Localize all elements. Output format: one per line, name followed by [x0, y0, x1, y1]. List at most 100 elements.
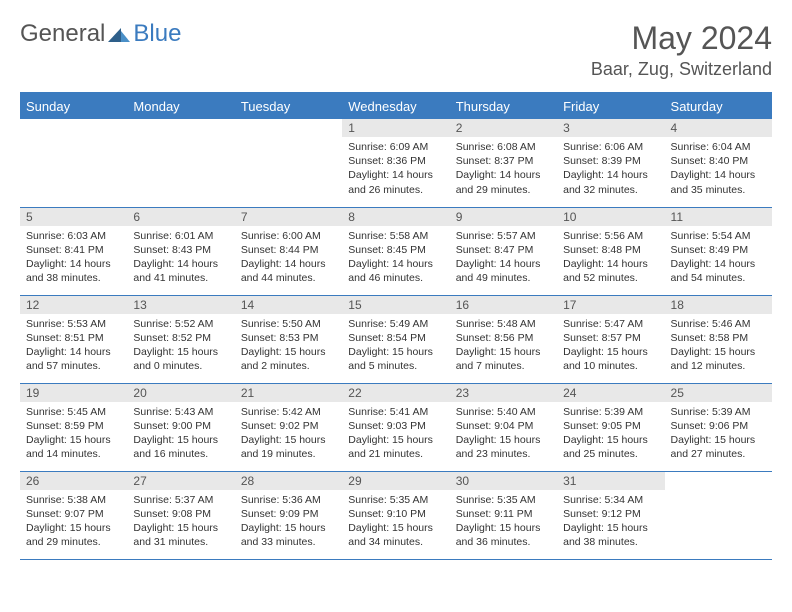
- daylight-text: Daylight: 15 hours and 36 minutes.: [456, 521, 551, 549]
- day-info: Sunrise: 5:49 AMSunset: 8:54 PMDaylight:…: [342, 314, 449, 378]
- daylight-text: Daylight: 14 hours and 52 minutes.: [563, 257, 658, 285]
- day-number: 5: [20, 208, 127, 226]
- day-number: 10: [557, 208, 664, 226]
- day-info: Sunrise: 5:39 AMSunset: 9:06 PMDaylight:…: [665, 402, 772, 466]
- day-info: Sunrise: 6:09 AMSunset: 8:36 PMDaylight:…: [342, 137, 449, 201]
- weekday-header: Thursday: [450, 93, 557, 119]
- calendar-day-cell: [20, 119, 127, 207]
- location-text: Baar, Zug, Switzerland: [591, 59, 772, 80]
- calendar-day-cell: 12Sunrise: 5:53 AMSunset: 8:51 PMDayligh…: [20, 295, 127, 383]
- sunrise-text: Sunrise: 6:09 AM: [348, 140, 443, 154]
- day-number: 27: [127, 472, 234, 490]
- calendar-body: 1Sunrise: 6:09 AMSunset: 8:36 PMDaylight…: [20, 119, 772, 559]
- sunset-text: Sunset: 9:08 PM: [133, 507, 228, 521]
- sunrise-text: Sunrise: 5:35 AM: [456, 493, 551, 507]
- day-number: 19: [20, 384, 127, 402]
- sunset-text: Sunset: 8:59 PM: [26, 419, 121, 433]
- day-number: 7: [235, 208, 342, 226]
- sunrise-text: Sunrise: 5:53 AM: [26, 317, 121, 331]
- calendar-day-cell: 13Sunrise: 5:52 AMSunset: 8:52 PMDayligh…: [127, 295, 234, 383]
- calendar-day-cell: 1Sunrise: 6:09 AMSunset: 8:36 PMDaylight…: [342, 119, 449, 207]
- day-info: Sunrise: 6:01 AMSunset: 8:43 PMDaylight:…: [127, 226, 234, 290]
- daylight-text: Daylight: 15 hours and 27 minutes.: [671, 433, 766, 461]
- sunrise-text: Sunrise: 5:58 AM: [348, 229, 443, 243]
- day-info: Sunrise: 5:34 AMSunset: 9:12 PMDaylight:…: [557, 490, 664, 554]
- weekday-header: Monday: [127, 93, 234, 119]
- day-number: 4: [665, 119, 772, 137]
- day-info: Sunrise: 5:40 AMSunset: 9:04 PMDaylight:…: [450, 402, 557, 466]
- sunset-text: Sunset: 9:05 PM: [563, 419, 658, 433]
- logo-text-general: General: [20, 20, 105, 48]
- calendar-day-cell: 30 Sunrise: 5:35 AMSunset: 9:11 PMDayligh…: [450, 471, 557, 559]
- day-info: Sunrise: 5:43 AMSunset: 9:00 PMDaylight:…: [127, 402, 234, 466]
- sunrise-text: Sunrise: 5:39 AM: [671, 405, 766, 419]
- calendar-day-cell: 3Sunrise: 6:06 AMSunset: 8:39 PMDaylight…: [557, 119, 664, 207]
- calendar-day-cell: 21Sunrise: 5:42 AMSunset: 9:02 PMDayligh…: [235, 383, 342, 471]
- sunrise-text: Sunrise: 5:39 AM: [563, 405, 658, 419]
- daylight-text: Daylight: 14 hours and 26 minutes.: [348, 168, 443, 196]
- day-info: Sunrise: 6:08 AMSunset: 8:37 PMDaylight:…: [450, 137, 557, 201]
- logo-mark-icon: [107, 25, 131, 43]
- sunset-text: Sunset: 9:06 PM: [671, 419, 766, 433]
- daylight-text: Daylight: 14 hours and 32 minutes.: [563, 168, 658, 196]
- calendar-day-cell: 18Sunrise: 5:46 AMSunset: 8:58 PMDayligh…: [665, 295, 772, 383]
- daylight-text: Daylight: 14 hours and 41 minutes.: [133, 257, 228, 285]
- weekday-header-row: Sunday Monday Tuesday Wednesday Thursday…: [20, 93, 772, 119]
- daylight-text: Daylight: 15 hours and 14 minutes.: [26, 433, 121, 461]
- sunrise-text: Sunrise: 5:57 AM: [456, 229, 551, 243]
- calendar-day-cell: 29Sunrise: 5:35 AMSunset: 9:10 PMDayligh…: [342, 471, 449, 559]
- calendar-day-cell: 2Sunrise: 6:08 AMSunset: 8:37 PMDaylight…: [450, 119, 557, 207]
- calendar-week-row: 26Sunrise: 5:38 AMSunset: 9:07 PMDayligh…: [20, 471, 772, 559]
- sunset-text: Sunset: 8:53 PM: [241, 331, 336, 345]
- sunrise-text: Sunrise: 5:48 AM: [456, 317, 551, 331]
- sunrise-text: Sunrise: 6:00 AM: [241, 229, 336, 243]
- sunrise-text: Sunrise: 5:43 AM: [133, 405, 228, 419]
- calendar-day-cell: 26Sunrise: 5:38 AMSunset: 9:07 PMDayligh…: [20, 471, 127, 559]
- day-info: Sunrise: 5:53 AMSunset: 8:51 PMDaylight:…: [20, 314, 127, 378]
- day-info: Sunrise: 5:36 AMSunset: 9:09 PMDaylight:…: [235, 490, 342, 554]
- daylight-text: Daylight: 15 hours and 16 minutes.: [133, 433, 228, 461]
- sunrise-text: Sunrise: 5:34 AM: [563, 493, 658, 507]
- daylight-text: Daylight: 15 hours and 31 minutes.: [133, 521, 228, 549]
- day-number: 11: [665, 208, 772, 226]
- sunset-text: Sunset: 9:02 PM: [241, 419, 336, 433]
- calendar-day-cell: 28Sunrise: 5:36 AMSunset: 9:09 PMDayligh…: [235, 471, 342, 559]
- daylight-text: Daylight: 15 hours and 7 minutes.: [456, 345, 551, 373]
- day-number: 1: [342, 119, 449, 137]
- sunrise-text: Sunrise: 5:47 AM: [563, 317, 658, 331]
- sunset-text: Sunset: 8:49 PM: [671, 243, 766, 257]
- sunset-text: Sunset: 8:43 PM: [133, 243, 228, 257]
- calendar-day-cell: 6Sunrise: 6:01 AMSunset: 8:43 PMDaylight…: [127, 207, 234, 295]
- day-info: Sunrise: 5:58 AMSunset: 8:45 PMDaylight:…: [342, 226, 449, 290]
- sunrise-text: Sunrise: 5:36 AM: [241, 493, 336, 507]
- daylight-text: Daylight: 14 hours and 29 minutes.: [456, 168, 551, 196]
- sunrise-text: Sunrise: 5:35 AM: [348, 493, 443, 507]
- weekday-header: Sunday: [20, 93, 127, 119]
- calendar-table: Sunday Monday Tuesday Wednesday Thursday…: [20, 92, 772, 560]
- daylight-text: Daylight: 15 hours and 25 minutes.: [563, 433, 658, 461]
- calendar-day-cell: 24Sunrise: 5:39 AMSunset: 9:05 PMDayligh…: [557, 383, 664, 471]
- calendar-day-cell: 27Sunrise: 5:37 AMSunset: 9:08 PMDayligh…: [127, 471, 234, 559]
- day-number: 28: [235, 472, 342, 490]
- sunset-text: Sunset: 9:11 PM: [456, 507, 551, 521]
- day-info: Sunrise: 5:42 AMSunset: 9:02 PMDaylight:…: [235, 402, 342, 466]
- day-number: 2: [450, 119, 557, 137]
- day-info: Sunrise: 6:03 AMSunset: 8:41 PMDaylight:…: [20, 226, 127, 290]
- calendar-week-row: 1Sunrise: 6:09 AMSunset: 8:36 PMDaylight…: [20, 119, 772, 207]
- calendar-week-row: 12Sunrise: 5:53 AMSunset: 8:51 PMDayligh…: [20, 295, 772, 383]
- daylight-text: Daylight: 15 hours and 23 minutes.: [456, 433, 551, 461]
- sunset-text: Sunset: 9:07 PM: [26, 507, 121, 521]
- calendar-day-cell: 19Sunrise: 5:45 AMSunset: 8:59 PMDayligh…: [20, 383, 127, 471]
- sunset-text: Sunset: 8:48 PM: [563, 243, 658, 257]
- calendar-day-cell: 31Sunrise: 5:34 AMSunset: 9:12 PMDayligh…: [557, 471, 664, 559]
- sunset-text: Sunset: 8:51 PM: [26, 331, 121, 345]
- day-number: 17: [557, 296, 664, 314]
- day-number: 29: [342, 472, 449, 490]
- daylight-text: Daylight: 15 hours and 0 minutes.: [133, 345, 228, 373]
- day-number: 30: [450, 472, 557, 490]
- day-info: Sunrise: 6:00 AMSunset: 8:44 PMDaylight:…: [235, 226, 342, 290]
- day-number-empty: [665, 472, 772, 490]
- day-number: 9: [450, 208, 557, 226]
- sunset-text: Sunset: 8:58 PM: [671, 331, 766, 345]
- day-info: Sunrise: 5:48 AMSunset: 8:56 PMDaylight:…: [450, 314, 557, 378]
